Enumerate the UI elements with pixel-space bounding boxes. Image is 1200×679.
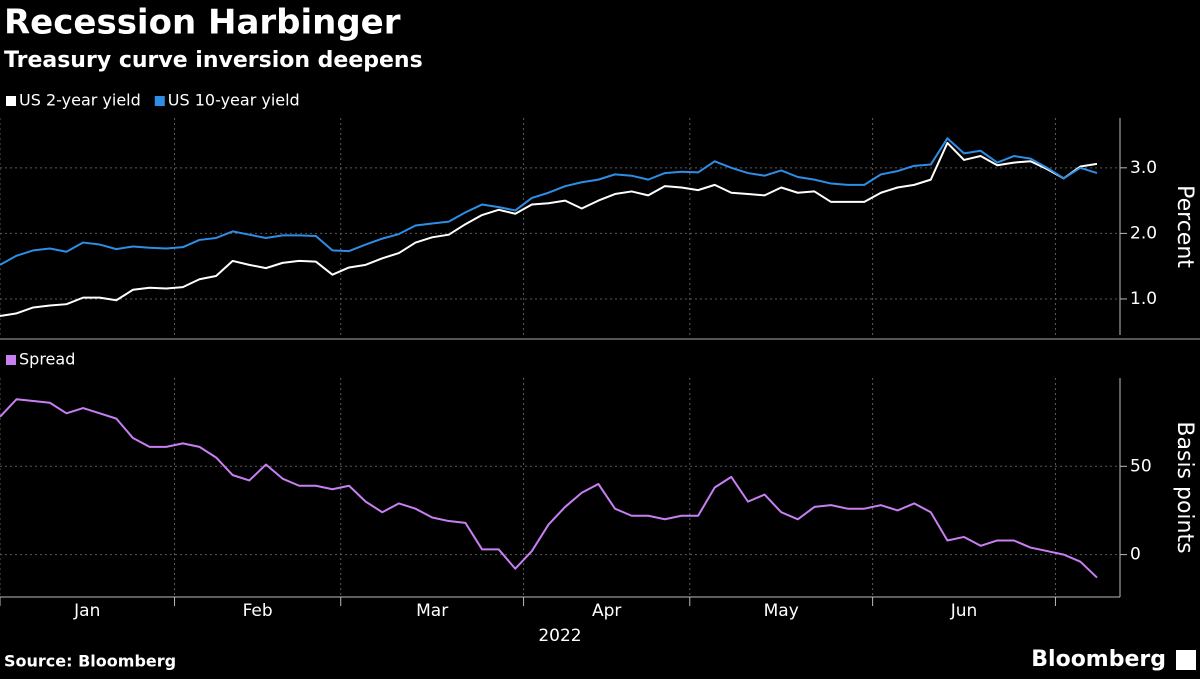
source: Source: Bloomberg [4,652,176,671]
subtitle: Treasury curve inversion deepens [4,48,423,73]
title: Recession Harbinger [4,3,401,43]
y-axis-label: Basis points [1172,421,1197,553]
brand: Bloomberg [1031,647,1166,672]
legend-swatch [6,96,16,106]
legend-swatch [6,355,16,365]
y-tick-label: 3.0 [1130,158,1157,178]
x-tick-label: Jun [950,601,978,621]
y-axis-label: Percent [1172,185,1197,268]
x-axis-label: 2022 [538,626,581,646]
y-tick-label: 1.0 [1130,289,1157,309]
y-tick-label: 0 [1130,545,1141,565]
legend-label: US 10-year yield [168,91,300,110]
y-tick-label: 50 [1130,456,1152,476]
legend-label: Spread [19,350,75,369]
x-tick-label: Feb [243,601,273,621]
series-line [0,398,1098,579]
legend-swatch [154,96,165,106]
series-line [0,141,1098,317]
brand-icon [1176,650,1196,670]
series-line [0,137,1098,266]
x-tick-label: Jan [73,601,100,621]
legend-label: US 2-year yield [19,91,141,110]
y-tick-label: 2.0 [1130,223,1157,243]
x-tick-label: May [764,601,799,621]
x-tick-label: Apr [592,601,621,621]
x-tick-label: Mar [416,601,448,621]
